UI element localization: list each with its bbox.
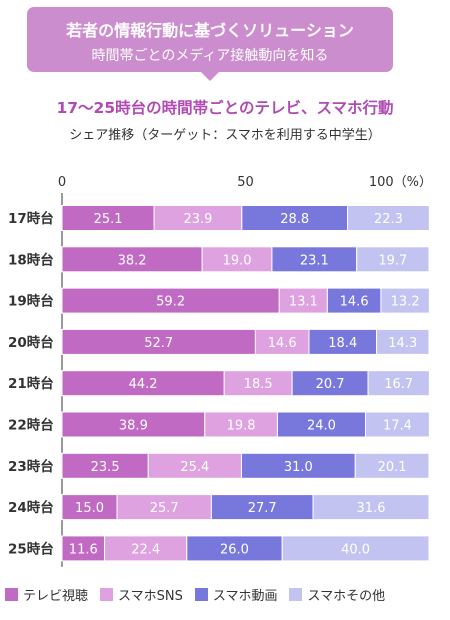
category-label: 19時台: [8, 293, 54, 310]
title-banner: 若者の情報行動に基づくソリューション 時間帯ごとのメディア接触動向を知る: [27, 7, 393, 72]
legend-swatch: [194, 587, 208, 601]
data-label: 38.9: [119, 419, 148, 434]
legend-item: スマホ動画: [194, 585, 278, 604]
bar-segment: [276, 411, 367, 438]
category-label: 25時台: [8, 540, 54, 557]
data-label: 23.5: [91, 460, 120, 475]
bar-segment: [223, 370, 293, 397]
bar-segment: [61, 411, 206, 438]
category-label: 20時台: [8, 334, 54, 351]
bar-segment: [153, 205, 243, 231]
legend-label: スマホSNS: [118, 588, 183, 604]
bar-segment: [365, 411, 430, 438]
data-label: 13.1: [289, 295, 318, 310]
data-label: 20.7: [316, 377, 345, 392]
bar-segment: [376, 328, 430, 355]
bar-segment: [312, 494, 430, 521]
data-label: 59.2: [156, 295, 185, 310]
legend-swatch: [5, 587, 18, 601]
bar-segment: [278, 287, 328, 314]
chart-legend: テレビ視聴 スマホSNS スマホ動画 スマホその他: [5, 583, 445, 605]
data-label: 52.7: [144, 336, 173, 351]
bar-segment: [367, 370, 430, 397]
data-label: 11.6: [69, 542, 98, 557]
data-label: 25.4: [180, 460, 209, 475]
legend-label: スマホ動画: [212, 588, 278, 604]
bar-segment: [186, 535, 283, 562]
data-label: 15.0: [75, 501, 104, 516]
data-label: 23.9: [183, 212, 212, 227]
category-label: 23時台: [8, 458, 54, 475]
legend-item: スマホSNS: [100, 585, 183, 604]
data-label: 23.1: [300, 253, 329, 268]
data-label: 44.2: [129, 377, 158, 392]
legend-label: テレビ視聴: [23, 588, 89, 604]
legend-swatch: [100, 587, 114, 601]
data-label: 31.0: [284, 460, 313, 475]
bar-segment: [61, 494, 118, 521]
data-label: 14.6: [268, 336, 297, 351]
legend-swatch: [289, 587, 303, 601]
data-label: 20.1: [378, 460, 407, 475]
chart-subheading: シェア推移（ターゲット：スマホを利用する中学生）: [69, 128, 381, 143]
category-label: 21時台: [8, 375, 54, 392]
bar-segment: [147, 452, 242, 479]
x-tick-label: 100（%）: [369, 175, 432, 190]
data-label: 19.8: [227, 419, 256, 434]
data-label: 16.7: [384, 377, 413, 392]
legend-label: スマホその他: [307, 588, 386, 604]
data-label: 31.6: [357, 501, 386, 516]
data-label: 27.7: [248, 501, 277, 516]
category-label: 18時台: [8, 251, 54, 268]
data-label: 17.4: [383, 419, 412, 434]
bar-segment: [241, 205, 349, 231]
bar-segment: [61, 370, 225, 397]
bar-segment: [240, 452, 356, 479]
bar-segment: [281, 535, 430, 562]
bar-segment: [308, 328, 378, 355]
legend-item: テレビ視聴: [5, 585, 88, 604]
data-label: 18.5: [244, 377, 273, 392]
data-label: 19.7: [378, 253, 407, 268]
x-tick-label: 50: [237, 175, 254, 190]
bar-segment: [291, 370, 369, 397]
category-label: 22時台: [8, 417, 54, 434]
bar-segment: [380, 287, 430, 314]
data-label: 19.0: [223, 253, 252, 268]
data-label: 28.8: [280, 212, 309, 227]
bar-segment: [116, 494, 212, 521]
banner-subtitle: 時間帯ごとのメディア接触動向を知る: [91, 48, 329, 64]
data-label: 13.2: [391, 295, 420, 310]
banner-title: 若者の情報行動に基づくソリューション: [66, 21, 354, 40]
data-label: 22.3: [374, 212, 403, 227]
data-label: 14.6: [340, 295, 369, 310]
data-label: 22.4: [131, 542, 160, 557]
data-label: 40.0: [341, 542, 370, 557]
bar-segment: [354, 452, 430, 479]
category-label: 24時台: [8, 499, 54, 516]
data-label: 25.1: [94, 212, 123, 227]
data-label: 18.4: [328, 336, 357, 351]
x-tick-label: 0: [58, 175, 66, 190]
stacked-bar-chart: 0 50 100（%） 17時台 25.1 23.9 28.8 22.3 18時台 38.2 19.…: [8, 175, 432, 567]
data-label: 26.0: [220, 542, 249, 557]
legend-item: スマホその他: [289, 585, 385, 604]
bar-segment: [347, 205, 430, 231]
bar-segment: [104, 535, 188, 562]
bar-segment: [61, 328, 256, 355]
category-label: 17時台: [8, 210, 54, 227]
data-label: 24.0: [307, 419, 336, 434]
bar-segment: [326, 287, 382, 314]
bar-segment: [254, 328, 310, 355]
data-label: 25.7: [150, 501, 179, 516]
bar-segment: [356, 246, 430, 273]
banner-pointer: [200, 71, 220, 81]
chart-heading: 17〜25時台の時間帯ごとのテレビ、スマホ行動: [56, 99, 394, 117]
data-label: 38.2: [118, 253, 147, 268]
bar-segment: [61, 287, 280, 314]
data-label: 14.3: [388, 336, 417, 351]
